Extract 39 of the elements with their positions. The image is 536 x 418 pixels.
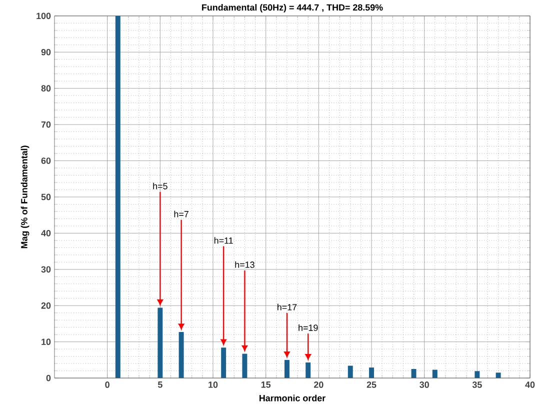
x-tick-label: 15: [261, 382, 271, 388]
y-tick-label: 60: [41, 158, 51, 164]
bar: [496, 372, 501, 378]
annotation: h=17: [278, 304, 297, 310]
bar: [432, 370, 438, 378]
annotation: h=7: [174, 210, 188, 218]
x-axis-title: Harmonic order: [260, 394, 326, 402]
annotation: h=19: [298, 324, 318, 331]
x-tick-label: 10: [208, 382, 218, 388]
annotation: h=13: [235, 261, 254, 268]
y-tick-label: 90: [41, 49, 51, 56]
y-tick-label: 10: [42, 338, 51, 346]
bar: [369, 368, 374, 378]
x-tick-label: 40: [525, 382, 535, 388]
y-tick-label: 50: [41, 194, 51, 200]
bar: [178, 332, 184, 378]
bar: [474, 371, 480, 378]
x-tick-label: 20: [314, 382, 324, 388]
bar: [411, 369, 416, 378]
y-tick-label: 30: [41, 266, 51, 273]
y-tick-label: 40: [41, 230, 51, 236]
y-axis-title: Mag (% of Fundamental): [20, 146, 30, 248]
bar: [306, 362, 311, 378]
y-tick-label: 80: [41, 85, 51, 92]
x-tick-label: 5: [158, 382, 162, 388]
y-tick-label: 100: [36, 12, 51, 20]
annotation: h=5: [153, 182, 168, 190]
bar: [284, 360, 290, 378]
y-tick-label: 20: [41, 302, 51, 309]
x-tick-label: 35: [472, 382, 482, 388]
y-tick-label: 70: [41, 121, 51, 128]
bar: [348, 366, 353, 378]
x-tick-label: 25: [366, 382, 376, 388]
annotation: h=11: [214, 237, 233, 244]
chart-title: Fundamental (50Hz) = 444.7 , THD= 28.59%: [202, 4, 383, 12]
y-tick-label: 0: [46, 374, 51, 382]
bar: [115, 16, 120, 378]
x-tick-label: 0: [105, 382, 110, 388]
x-tick-label: 30: [420, 382, 429, 388]
